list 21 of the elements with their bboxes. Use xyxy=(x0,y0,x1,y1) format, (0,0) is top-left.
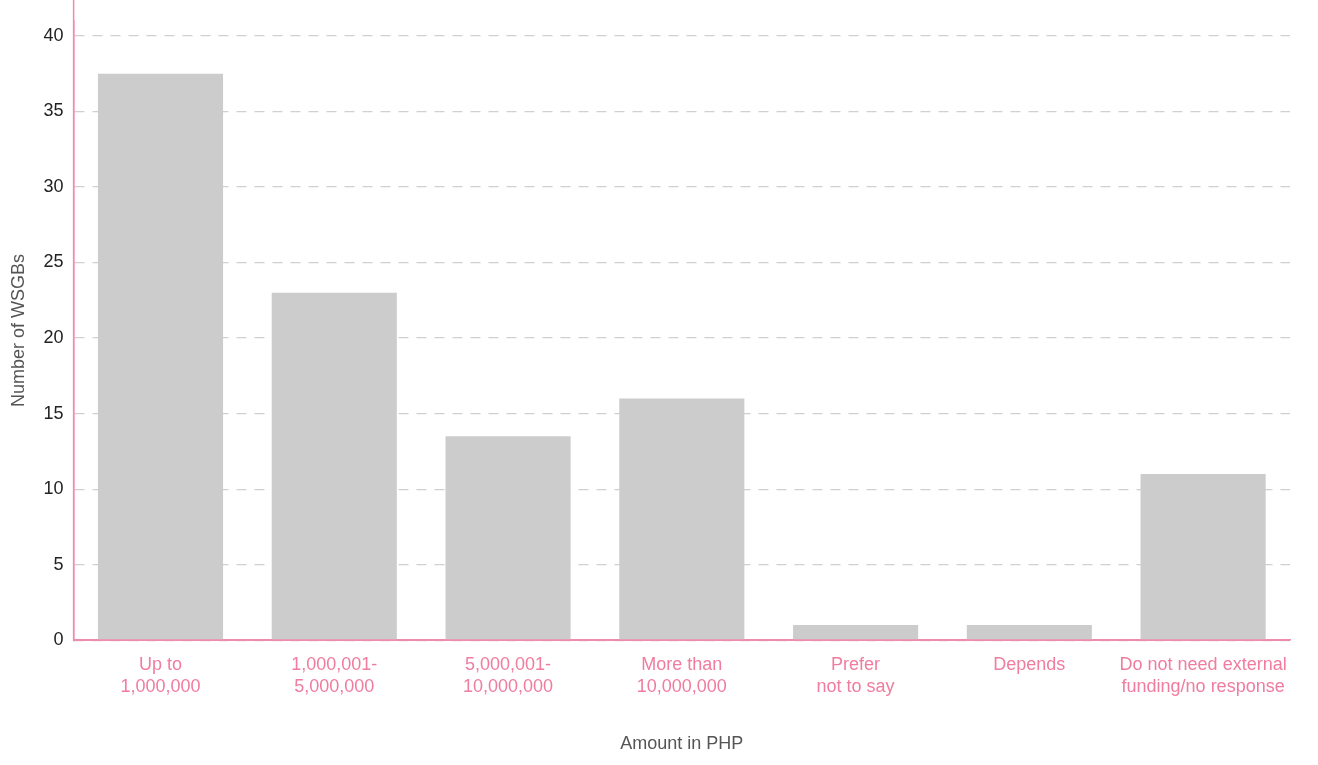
bar xyxy=(966,625,1092,640)
y-axis-title: Number of WSGBs xyxy=(7,253,28,408)
bar xyxy=(793,625,919,640)
x-axis-title: Amount in PHP xyxy=(620,733,744,754)
x-tick-label: 1,000,001-5,000,000 xyxy=(291,653,378,696)
x-tick-label: Up to 1,000,000 xyxy=(120,653,201,696)
x-tick-label: Depends xyxy=(993,653,1066,674)
x-tick-label: Prefer not to say xyxy=(816,653,895,696)
y-tick-label: 20 xyxy=(43,327,64,348)
y-tick-label: 15 xyxy=(43,402,64,423)
x-tick-label: More than 10,000,000 xyxy=(636,653,727,696)
y-tick-label: 0 xyxy=(53,629,64,650)
bar xyxy=(271,292,397,640)
x-tick-label: 5,000,001-10,000,000 xyxy=(463,653,554,696)
y-tick-label: 25 xyxy=(43,251,64,272)
x-tick-label: Do not need external funding/no response xyxy=(1119,653,1287,696)
y-tick-label: 10 xyxy=(43,478,64,499)
y-tick-label: 35 xyxy=(43,100,64,121)
y-tick-label: 30 xyxy=(43,175,64,196)
y-tick-label: 40 xyxy=(43,24,64,45)
y-tick-label: 5 xyxy=(53,553,64,574)
